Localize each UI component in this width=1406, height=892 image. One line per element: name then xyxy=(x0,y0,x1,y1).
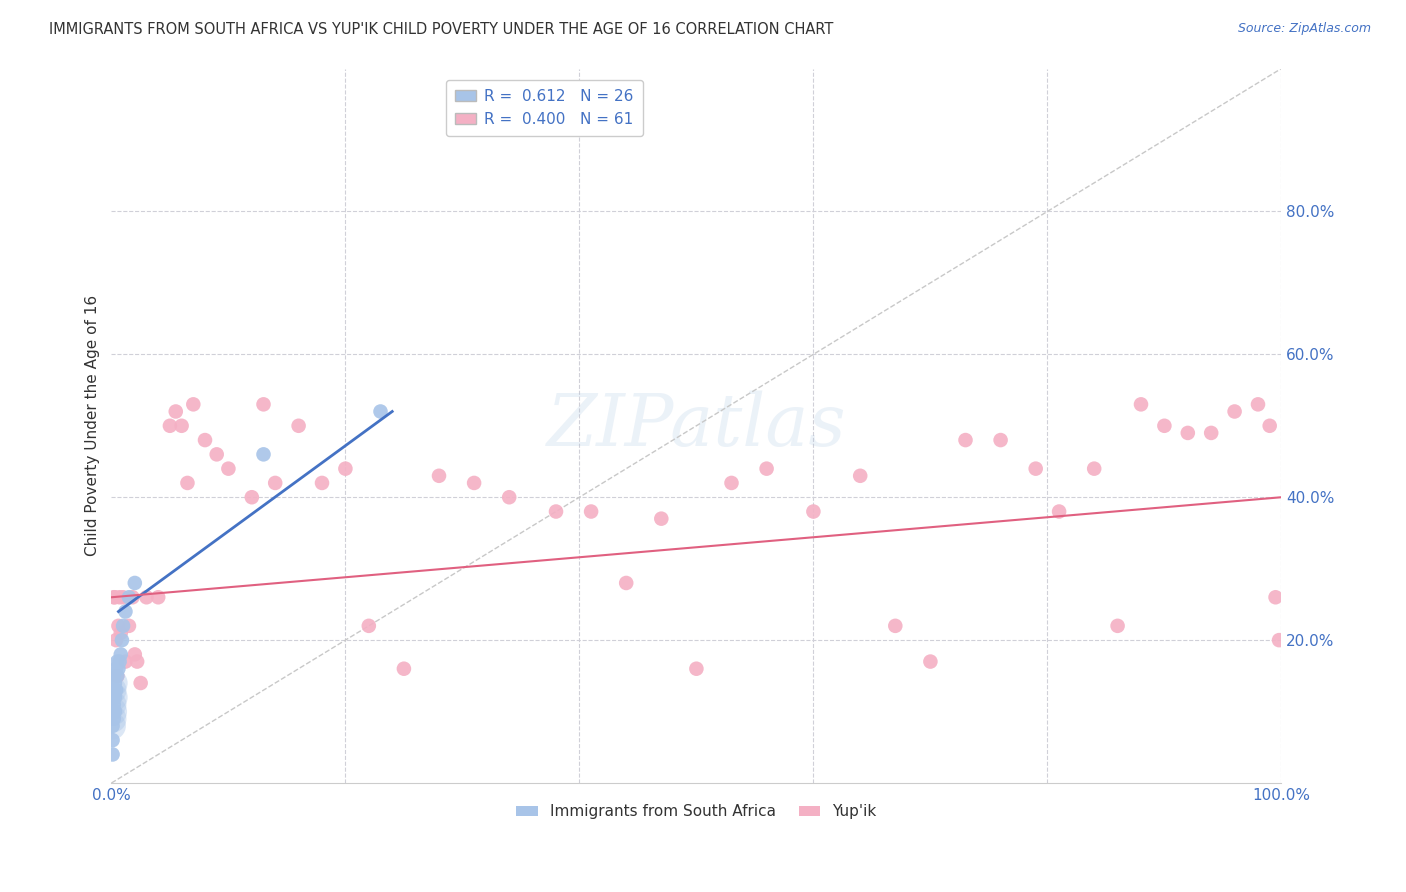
Point xyxy=(103,676,125,690)
Point xyxy=(105,633,128,648)
Point xyxy=(335,461,357,475)
Point xyxy=(105,655,128,669)
Point xyxy=(1083,461,1105,475)
Point xyxy=(105,683,128,698)
Point xyxy=(104,676,127,690)
Point xyxy=(194,433,217,447)
Point xyxy=(205,447,228,461)
Text: Source: ZipAtlas.com: Source: ZipAtlas.com xyxy=(1237,22,1371,36)
Point xyxy=(165,404,187,418)
Point xyxy=(118,591,141,605)
Point xyxy=(103,591,125,605)
Point xyxy=(1025,461,1047,475)
Point xyxy=(252,397,274,411)
Point xyxy=(170,418,193,433)
Point xyxy=(1047,504,1070,518)
Point xyxy=(1264,591,1286,605)
Point xyxy=(357,619,380,633)
Point xyxy=(103,698,125,712)
Point xyxy=(104,591,127,605)
Point xyxy=(920,655,942,669)
Point xyxy=(105,669,128,683)
Point xyxy=(392,662,415,676)
Point xyxy=(101,747,124,762)
Point xyxy=(1107,619,1129,633)
Point xyxy=(103,690,125,705)
Point xyxy=(135,591,157,605)
Point xyxy=(105,669,128,683)
Point xyxy=(111,633,134,648)
Point xyxy=(252,447,274,461)
Point xyxy=(105,662,128,676)
Point xyxy=(240,490,263,504)
Text: ZIPatlas: ZIPatlas xyxy=(547,391,846,461)
Point xyxy=(103,669,125,683)
Point xyxy=(101,683,124,698)
Point xyxy=(121,591,143,605)
Point xyxy=(112,619,135,633)
Point xyxy=(127,655,149,669)
Point xyxy=(803,504,825,518)
Point xyxy=(112,591,135,605)
Point xyxy=(114,655,136,669)
Point xyxy=(849,468,872,483)
Point xyxy=(311,475,333,490)
Point xyxy=(1258,418,1281,433)
Point xyxy=(107,662,129,676)
Point xyxy=(427,468,450,483)
Point xyxy=(544,504,567,518)
Point xyxy=(217,461,239,475)
Point xyxy=(118,619,141,633)
Point xyxy=(990,433,1012,447)
Point xyxy=(181,397,204,411)
Point xyxy=(1153,418,1175,433)
Point xyxy=(463,475,485,490)
Point xyxy=(124,576,146,591)
Point xyxy=(1177,425,1199,440)
Point xyxy=(110,648,132,662)
Point xyxy=(108,591,131,605)
Point xyxy=(104,705,127,719)
Point xyxy=(101,705,124,719)
Point xyxy=(101,698,124,712)
Point xyxy=(685,662,707,676)
Point xyxy=(103,712,125,726)
Point xyxy=(110,626,132,640)
Point xyxy=(148,591,170,605)
Point xyxy=(104,690,127,705)
Point xyxy=(650,511,672,525)
Point xyxy=(287,418,309,433)
Point xyxy=(1247,397,1270,411)
Point xyxy=(159,418,181,433)
Point xyxy=(264,475,287,490)
Legend: Immigrants from South Africa, Yup'ik: Immigrants from South Africa, Yup'ik xyxy=(510,798,883,825)
Point xyxy=(101,719,124,733)
Point xyxy=(101,712,124,726)
Point xyxy=(370,404,392,418)
Point xyxy=(1223,404,1246,418)
Point xyxy=(1268,633,1291,648)
Point xyxy=(498,490,520,504)
Point xyxy=(720,475,742,490)
Point xyxy=(176,475,198,490)
Point xyxy=(129,676,152,690)
Point xyxy=(101,690,124,705)
Point xyxy=(755,461,778,475)
Point xyxy=(103,683,125,698)
Point xyxy=(955,433,977,447)
Point xyxy=(124,648,146,662)
Point xyxy=(108,655,131,669)
Point xyxy=(1199,425,1222,440)
Point xyxy=(884,619,907,633)
Point xyxy=(107,619,129,633)
Point xyxy=(614,576,637,591)
Point xyxy=(579,504,602,518)
Y-axis label: Child Poverty Under the Age of 16: Child Poverty Under the Age of 16 xyxy=(86,295,100,557)
Point xyxy=(114,605,136,619)
Text: IMMIGRANTS FROM SOUTH AFRICA VS YUP'IK CHILD POVERTY UNDER THE AGE OF 16 CORRELA: IMMIGRANTS FROM SOUTH AFRICA VS YUP'IK C… xyxy=(49,22,834,37)
Point xyxy=(101,705,124,719)
Point xyxy=(101,719,124,733)
Point xyxy=(1130,397,1153,411)
Point xyxy=(101,733,124,747)
